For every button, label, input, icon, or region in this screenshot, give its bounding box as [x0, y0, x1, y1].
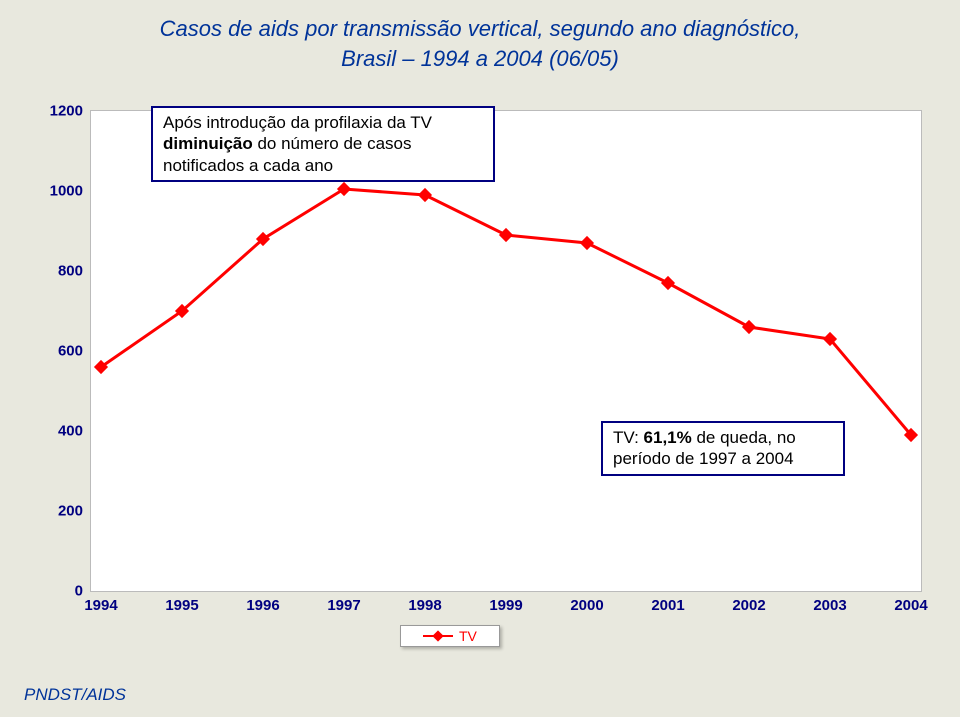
annotation-bottom: TV: 61,1% de queda, no período de 1997 a…	[601, 421, 845, 476]
x-tick-label: 1994	[84, 597, 117, 614]
y-tick-label: 1000	[50, 183, 83, 200]
line-series-tv	[91, 111, 921, 591]
chart-container: Após introdução da profilaxia da TV dimi…	[35, 110, 925, 630]
y-tick-label: 600	[58, 343, 83, 360]
annotation-bottom-prefix: TV:	[613, 428, 644, 447]
x-tick-label: 2000	[570, 597, 603, 614]
y-tick-label: 400	[58, 423, 83, 440]
annotation-bottom-rest1: de queda, no	[692, 428, 796, 447]
y-tick-label: 800	[58, 263, 83, 280]
title-line-1: Casos de aids por transmissão vertical, …	[160, 16, 801, 41]
legend: TV	[400, 625, 500, 647]
annotation-top-line1: Após introdução da profilaxia da TV	[163, 113, 432, 132]
annotation-top-line2-rest: do número de casos	[253, 134, 412, 153]
x-tick-label: 2001	[651, 597, 684, 614]
plot-area: Após introdução da profilaxia da TV dimi…	[90, 110, 922, 592]
x-tick-label: 1998	[408, 597, 441, 614]
x-tick-label: 2003	[813, 597, 846, 614]
x-tick-label: 1995	[165, 597, 198, 614]
annotation-top-bold: diminuição	[163, 134, 253, 153]
x-tick-label: 2002	[732, 597, 765, 614]
legend-label: TV	[459, 628, 477, 644]
footer-source: PNDST/AIDS	[24, 685, 126, 705]
x-tick-label: 1999	[489, 597, 522, 614]
x-tick-label: 2004	[894, 597, 927, 614]
chart-title: Casos de aids por transmissão vertical, …	[0, 14, 960, 73]
annotation-bottom-bold: 61,1%	[644, 428, 692, 447]
annotation-top: Após introdução da profilaxia da TV dimi…	[151, 106, 495, 182]
annotation-top-line3: notificados a cada ano	[163, 156, 333, 175]
annotation-bottom-line2: período de 1997 a 2004	[613, 449, 794, 468]
y-tick-label: 200	[58, 503, 83, 520]
y-tick-label: 1200	[50, 103, 83, 120]
y-tick-label: 0	[75, 583, 83, 600]
x-tick-label: 1997	[327, 597, 360, 614]
x-tick-label: 1996	[246, 597, 279, 614]
title-line-2: Brasil – 1994 a 2004 (06/05)	[341, 46, 619, 71]
legend-marker-icon	[423, 629, 453, 643]
